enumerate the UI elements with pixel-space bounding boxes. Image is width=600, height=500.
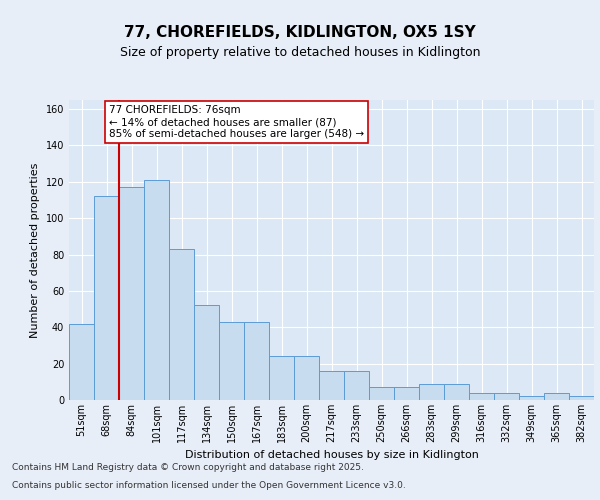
Bar xyxy=(294,356,319,400)
Bar xyxy=(244,322,269,400)
Bar xyxy=(319,371,344,400)
Bar xyxy=(69,324,94,400)
Bar xyxy=(269,356,294,400)
Bar xyxy=(119,188,144,400)
X-axis label: Distribution of detached houses by size in Kidlington: Distribution of detached houses by size … xyxy=(185,450,478,460)
Bar xyxy=(419,384,444,400)
Bar xyxy=(519,396,544,400)
Bar xyxy=(494,392,519,400)
Bar xyxy=(544,392,569,400)
Bar xyxy=(444,384,469,400)
Bar xyxy=(569,396,594,400)
Text: 77 CHOREFIELDS: 76sqm
← 14% of detached houses are smaller (87)
85% of semi-deta: 77 CHOREFIELDS: 76sqm ← 14% of detached … xyxy=(109,106,364,138)
Text: Contains HM Land Registry data © Crown copyright and database right 2025.: Contains HM Land Registry data © Crown c… xyxy=(12,464,364,472)
Bar xyxy=(394,388,419,400)
Text: Contains public sector information licensed under the Open Government Licence v3: Contains public sector information licen… xyxy=(12,481,406,490)
Bar xyxy=(194,306,219,400)
Bar xyxy=(369,388,394,400)
Bar xyxy=(344,371,369,400)
Bar xyxy=(469,392,494,400)
Bar xyxy=(94,196,119,400)
Y-axis label: Number of detached properties: Number of detached properties xyxy=(30,162,40,338)
Bar xyxy=(169,249,194,400)
Text: Size of property relative to detached houses in Kidlington: Size of property relative to detached ho… xyxy=(120,46,480,59)
Bar xyxy=(219,322,244,400)
Text: 77, CHOREFIELDS, KIDLINGTON, OX5 1SY: 77, CHOREFIELDS, KIDLINGTON, OX5 1SY xyxy=(124,25,476,40)
Bar xyxy=(144,180,169,400)
